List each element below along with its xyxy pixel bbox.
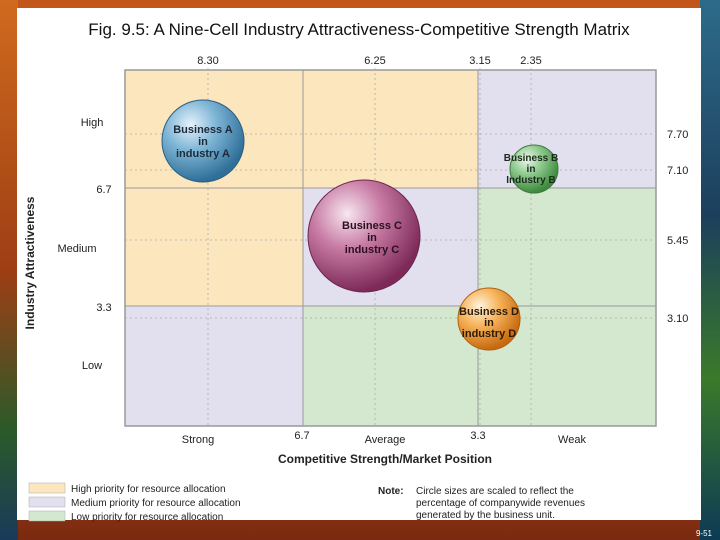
- legend-swatch-low: [28, 510, 66, 522]
- bubble-label: Industry B: [506, 175, 555, 186]
- business-d-bubble: Business D in industry D: [457, 287, 521, 351]
- bubble-label: industry C: [345, 244, 399, 256]
- bubble-label: Business A: [173, 124, 233, 136]
- col-label-strong: Strong: [182, 434, 214, 446]
- right-value-label: 7.10: [667, 165, 688, 177]
- bubble-label: industry D: [462, 328, 516, 340]
- business-c-bubble: Business C in industry C: [307, 179, 421, 293]
- row-label-medium: Medium: [57, 243, 96, 255]
- right-value-label: 7.70: [667, 129, 688, 141]
- cell-medium-weak: [478, 188, 656, 306]
- slide-title: Fig. 9.5: A Nine-Cell Industry Attractiv…: [17, 10, 701, 50]
- col-label-weak: Weak: [558, 434, 586, 446]
- top-value-label: 2.35: [520, 55, 541, 67]
- legend-label: Low priority for resource allocation: [71, 512, 223, 523]
- top-value-label: 8.30: [197, 55, 218, 67]
- row-label-low: Low: [82, 360, 102, 372]
- y-tick-label: 6.7: [96, 184, 111, 196]
- legend-label: Medium priority for resource allocation: [71, 498, 241, 509]
- background-left-strip: [0, 0, 18, 540]
- legend-swatch-medium: [28, 496, 66, 508]
- bubble-label: industry A: [176, 148, 230, 160]
- note-label: Note:: [378, 486, 404, 497]
- page-number: 9-51: [695, 529, 712, 538]
- background-right-strip: [700, 0, 720, 540]
- legend: High priority for resource allocation Me…: [28, 482, 241, 523]
- top-value-label: 6.25: [364, 55, 385, 67]
- col-label-average: Average: [365, 434, 406, 446]
- bubble-label: Business B: [504, 153, 558, 164]
- cell-medium-strong: [125, 188, 303, 306]
- bubble-label: in: [484, 317, 494, 329]
- note-line: percentage of companywide revenues: [416, 498, 585, 509]
- note-line: generated by the business unit.: [416, 510, 555, 521]
- note: Note: Circle sizes are scaled to reflect…: [378, 486, 585, 521]
- y-axis-title: Industry Attractiveness: [23, 196, 37, 329]
- note-line: Circle sizes are scaled to reflect the: [416, 486, 574, 497]
- cell-low-strong: [125, 306, 303, 426]
- x-tick-label: 6.7: [294, 430, 309, 442]
- legend-label: High priority for resource allocation: [71, 484, 226, 495]
- business-a-bubble: Business A in industry A: [161, 99, 245, 183]
- row-label-high: High: [81, 117, 104, 129]
- x-axis-title: Competitive Strength/Market Position: [278, 452, 492, 466]
- business-b-bubble: Business B in Industry B: [504, 144, 559, 194]
- bubble-label: in: [198, 136, 208, 148]
- cell-low-average: [303, 306, 478, 426]
- legend-swatch-high: [28, 482, 66, 494]
- top-value-label: 3.15: [469, 55, 490, 67]
- bubble-label: in: [527, 164, 536, 175]
- bubble-label: Business D: [459, 306, 519, 318]
- right-value-label: 5.45: [667, 235, 688, 247]
- y-tick-label: 3.3: [96, 302, 111, 314]
- x-tick-label: 3.3: [470, 430, 485, 442]
- bubble-label: Business C: [342, 220, 402, 232]
- right-value-label: 3.10: [667, 313, 688, 325]
- cell-high-average: [303, 70, 478, 188]
- bubble-label: in: [367, 232, 377, 244]
- cell-high-weak: [478, 70, 656, 188]
- matrix-grid: [124, 68, 660, 427]
